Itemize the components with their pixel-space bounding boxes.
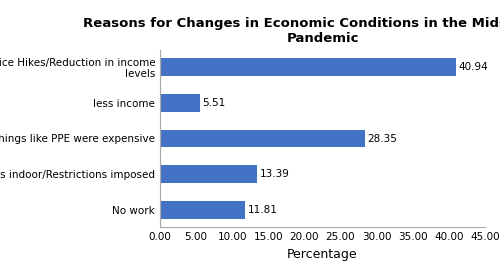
Text: 40.94: 40.94	[458, 62, 488, 72]
Bar	[160, 94, 200, 112]
Bar	[160, 130, 365, 147]
Bar	[160, 165, 256, 183]
Bar	[160, 201, 246, 219]
Bar	[160, 58, 456, 76]
Text: 5.51: 5.51	[202, 98, 226, 108]
Text: 13.39: 13.39	[260, 169, 290, 179]
Text: 28.35: 28.35	[368, 134, 398, 143]
X-axis label: Percentage: Percentage	[287, 248, 358, 261]
Title: Reasons for Changes in Economic Conditions in the Midst of the
Pandemic: Reasons for Changes in Economic Conditio…	[83, 17, 500, 45]
Text: 11.81: 11.81	[248, 205, 278, 215]
